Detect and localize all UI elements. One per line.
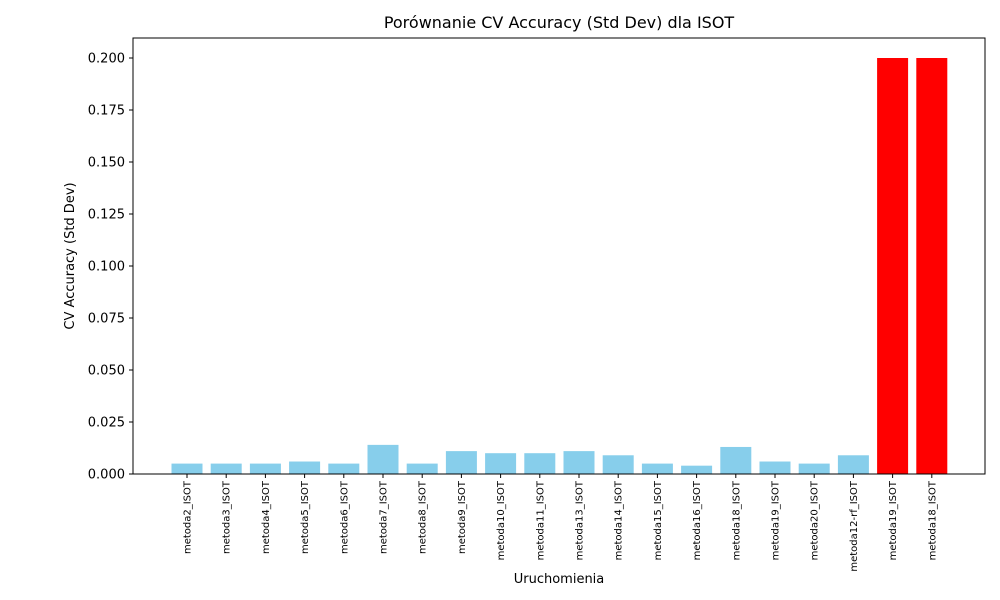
x-axis: metoda2_ISOT metoda3_ISOT metoda4_ISOT meto… <box>183 474 938 572</box>
x-axis-label: Uruchomienia <box>514 572 605 587</box>
x-tick-label: metoda3_ISOT <box>222 480 233 554</box>
y-tick-label: 0.000 <box>88 468 125 483</box>
bar <box>759 461 791 474</box>
chart-title: Porównanie CV Accuracy (Std Dev) dla ISO… <box>384 13 735 32</box>
bar <box>406 463 438 474</box>
x-tick-label: metoda16_ISOT <box>692 480 703 560</box>
y-tick-label: 0.075 <box>88 312 125 327</box>
x-tick-label: metoda19_ISOT <box>888 480 899 560</box>
y-axis: 0.000 0.025 0.050 0.075 0.100 0.125 0.150 0.175… <box>88 52 133 483</box>
bar <box>485 453 517 474</box>
x-tick-label: metoda4_ISOT <box>261 480 272 554</box>
x-tick-label: metoda10_ISOT <box>496 480 507 560</box>
x-tick-label: metoda15_ISOT <box>653 480 664 560</box>
x-tick-label: metoda2_ISOT <box>183 480 194 554</box>
bar <box>720 446 752 474</box>
x-tick-label: metoda20_ISOT <box>810 480 821 560</box>
bar <box>249 463 281 474</box>
bar <box>602 455 634 474</box>
y-tick-label: 0.150 <box>88 156 125 171</box>
x-tick-label: metoda5_ISOT <box>300 480 311 554</box>
x-tick-label: metoda7_ISOT <box>379 480 390 554</box>
bar <box>524 453 556 474</box>
plot-frame <box>132 37 986 475</box>
x-tick-label: metoda12-rf_ISOT <box>849 480 860 572</box>
bar <box>837 455 869 474</box>
x-tick-label: metoda9_ISOT <box>457 480 468 554</box>
x-tick-label: metoda14_ISOT <box>614 480 625 560</box>
bar <box>563 451 595 474</box>
bars-group <box>171 58 948 474</box>
bar <box>171 463 203 474</box>
bar <box>328 463 360 474</box>
y-tick-label: 0.125 <box>88 208 125 223</box>
x-tick-label: metoda8_ISOT <box>418 480 429 554</box>
bar <box>916 58 948 474</box>
x-tick-label: metoda11_ISOT <box>535 480 546 560</box>
y-axis-label: CV Accuracy (Std Dev) <box>63 182 78 329</box>
bar <box>289 461 321 474</box>
x-tick-label: metoda13_ISOT <box>575 480 586 560</box>
bar <box>798 463 830 474</box>
bar <box>641 463 673 474</box>
x-tick-label: metoda18_ISOT <box>927 480 938 560</box>
y-tick-label: 0.100 <box>88 260 125 275</box>
x-tick-label: metoda6_ISOT <box>339 480 350 554</box>
x-tick-label: metoda18_ISOT <box>731 480 742 560</box>
y-tick-label: 0.175 <box>88 104 125 119</box>
x-tick-label: metoda19_ISOT <box>771 480 782 560</box>
bar <box>877 58 909 474</box>
bar <box>210 463 242 474</box>
bar <box>367 444 399 474</box>
bar <box>681 465 713 474</box>
y-tick-label: 0.025 <box>88 416 125 431</box>
y-tick-label: 0.200 <box>88 52 125 67</box>
bar <box>445 451 477 474</box>
y-tick-label: 0.050 <box>88 364 125 379</box>
